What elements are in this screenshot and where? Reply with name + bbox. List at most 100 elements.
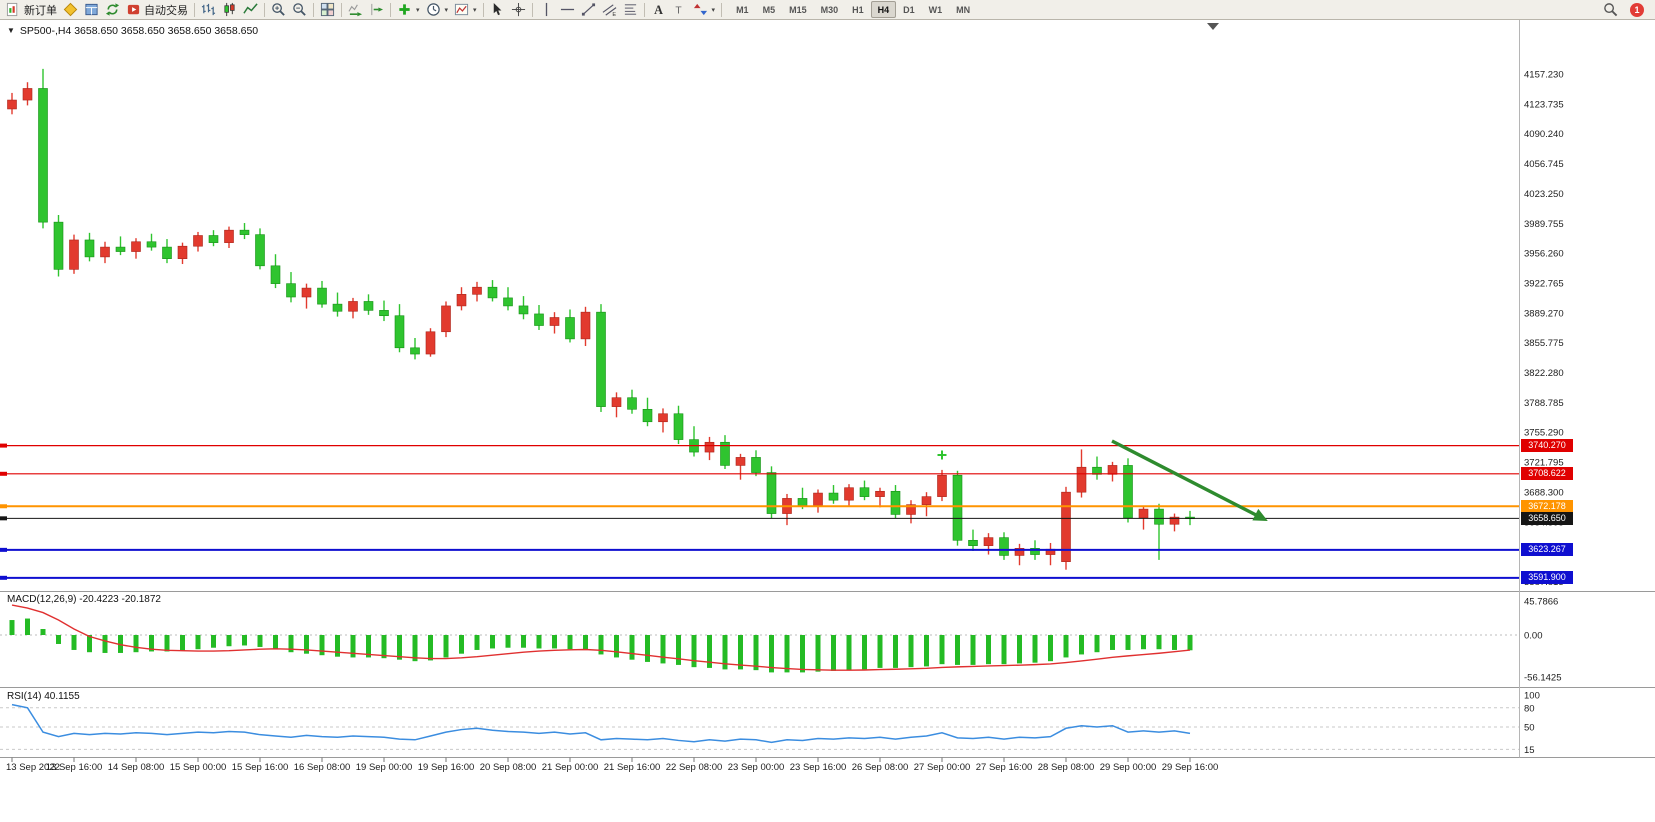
arrows-button[interactable]: ▾ xyxy=(690,1,719,19)
tile-windows-icon xyxy=(320,2,335,17)
candle xyxy=(565,309,575,343)
fibonacci-icon xyxy=(624,4,636,15)
indicators-button-dropdown-caret[interactable]: ▾ xyxy=(416,6,420,14)
timeframe-h4-button[interactable]: H4 xyxy=(870,1,897,18)
candle xyxy=(1138,505,1149,530)
horizontal-line-button[interactable] xyxy=(557,1,578,19)
templates-button-dropdown-caret[interactable]: ▾ xyxy=(473,6,477,14)
timeframe-w1-button[interactable]: W1 xyxy=(922,1,950,18)
text-button[interactable]: A xyxy=(648,1,669,19)
timeframe-d1-button[interactable]: D1 xyxy=(896,1,922,18)
metaeditor-button[interactable] xyxy=(60,1,81,19)
chart-symbol-dropdown-icon[interactable]: ▼ xyxy=(7,26,15,35)
toolbar-separator xyxy=(643,2,645,17)
trendline-icon xyxy=(581,3,595,16)
candle xyxy=(1123,458,1133,523)
hline-anchor[interactable] xyxy=(0,504,7,509)
candle xyxy=(704,436,715,461)
refresh-button[interactable] xyxy=(102,1,123,19)
candle xyxy=(193,231,203,252)
toolbar-separator xyxy=(341,2,342,17)
timeframe-m15-button[interactable]: M15 xyxy=(782,1,814,18)
cursor-button[interactable] xyxy=(487,1,508,19)
profile-button[interactable] xyxy=(81,1,102,19)
crosshair-button[interactable] xyxy=(508,1,529,19)
hline-anchor[interactable] xyxy=(0,516,7,521)
line-chart-button[interactable] xyxy=(240,1,261,19)
indicators-button[interactable]: ▾ xyxy=(394,1,423,19)
candle xyxy=(22,82,33,106)
channel-button[interactable]: E xyxy=(599,1,620,19)
zoom-out-button[interactable] xyxy=(289,1,310,19)
candle xyxy=(270,254,281,289)
text-label-button[interactable]: T xyxy=(669,1,690,19)
candle xyxy=(1014,543,1025,566)
candle xyxy=(1107,461,1118,482)
periods-clock-icon xyxy=(426,3,440,16)
autotrading-button-label: 自动交易 xyxy=(144,4,188,17)
time-axis-tick: 28 Sep 08:00 xyxy=(1038,762,1095,773)
autotrading-icon xyxy=(127,4,140,15)
candle xyxy=(596,304,606,412)
hline-anchor[interactable] xyxy=(0,575,7,580)
new-order-button-label: 新订单 xyxy=(24,4,57,17)
price-axis-tick: 3721.795 xyxy=(1524,458,1564,469)
time-axis-tick: 15 Sep 00:00 xyxy=(170,762,227,773)
arrows-button-dropdown-caret[interactable]: ▾ xyxy=(711,6,716,14)
profile-icon xyxy=(85,3,98,16)
bar-chart-button[interactable] xyxy=(198,1,219,19)
price-badge-3591.900: 3591.900 xyxy=(1521,571,1573,585)
hline-anchor[interactable] xyxy=(0,471,7,476)
timeframe-h1-button[interactable]: H1 xyxy=(845,1,871,18)
price-axis-tick: 3688.300 xyxy=(1524,487,1564,498)
autotrading-button[interactable]: 自动交易 xyxy=(123,1,191,19)
fibonacci-button[interactable] xyxy=(620,1,641,19)
time-axis-tick: 14 Sep 08:00 xyxy=(108,762,165,773)
trend-arrow[interactable] xyxy=(1111,439,1259,518)
timeframe-m30-button[interactable]: M30 xyxy=(814,1,846,18)
timeframe-mn-button[interactable]: MN xyxy=(949,1,977,18)
candle xyxy=(487,280,498,302)
timeframe-m5-button[interactable]: M5 xyxy=(756,1,783,18)
periods-button-dropdown-caret[interactable]: ▾ xyxy=(444,6,449,14)
trendline-button[interactable] xyxy=(578,1,599,19)
toolbar-separator xyxy=(531,2,533,17)
indicators-icon xyxy=(399,4,410,15)
candle xyxy=(766,466,777,519)
chart-title: ▼ SP500-,H4 3658.650 3658.650 3658.650 3… xyxy=(7,25,258,37)
auto-scroll-button[interactable] xyxy=(345,1,366,19)
candle xyxy=(162,239,172,264)
zoom-in-button[interactable] xyxy=(268,1,289,19)
candle xyxy=(363,294,374,315)
vertical-line-button[interactable] xyxy=(536,1,557,19)
chart-title-text: SP500-,H4 3658.650 3658.650 3658.650 365… xyxy=(19,25,259,37)
tile-windows-button[interactable] xyxy=(317,1,338,19)
rsi-axis-tick: 15 xyxy=(1524,745,1535,756)
periods-button[interactable]: ▾ xyxy=(423,1,452,19)
notification-badge[interactable]: 1 xyxy=(1630,2,1644,17)
hline-anchor[interactable] xyxy=(0,443,7,448)
templates-button[interactable]: ▾ xyxy=(451,1,480,19)
chart-shift-marker[interactable] xyxy=(1207,23,1219,30)
chart-candles-icon xyxy=(224,2,235,17)
candle xyxy=(952,470,963,546)
price-badge-3740.270: 3740.270 xyxy=(1521,439,1573,453)
hline-anchor[interactable] xyxy=(0,547,7,552)
candle xyxy=(100,241,110,264)
candle xyxy=(983,533,994,555)
time-axis-tick: 13 Sep 2022 xyxy=(6,762,60,773)
time-axis-tick: 29 Sep 00:00 xyxy=(1100,762,1157,773)
chart-bars-icon xyxy=(201,3,216,16)
rsi-line xyxy=(11,703,1191,744)
price-axis-tick: 3822.280 xyxy=(1524,368,1564,379)
candle xyxy=(255,228,265,270)
search-button[interactable] xyxy=(1600,1,1621,19)
new-order-button[interactable]: 新订单 xyxy=(3,1,60,19)
candle xyxy=(115,236,126,256)
chart-shift-button[interactable] xyxy=(366,1,387,19)
candlestick-chart-button[interactable] xyxy=(219,1,240,19)
candle xyxy=(332,292,343,317)
timeframe-m1-button[interactable]: M1 xyxy=(729,1,756,18)
zoom-out-icon xyxy=(293,3,306,16)
